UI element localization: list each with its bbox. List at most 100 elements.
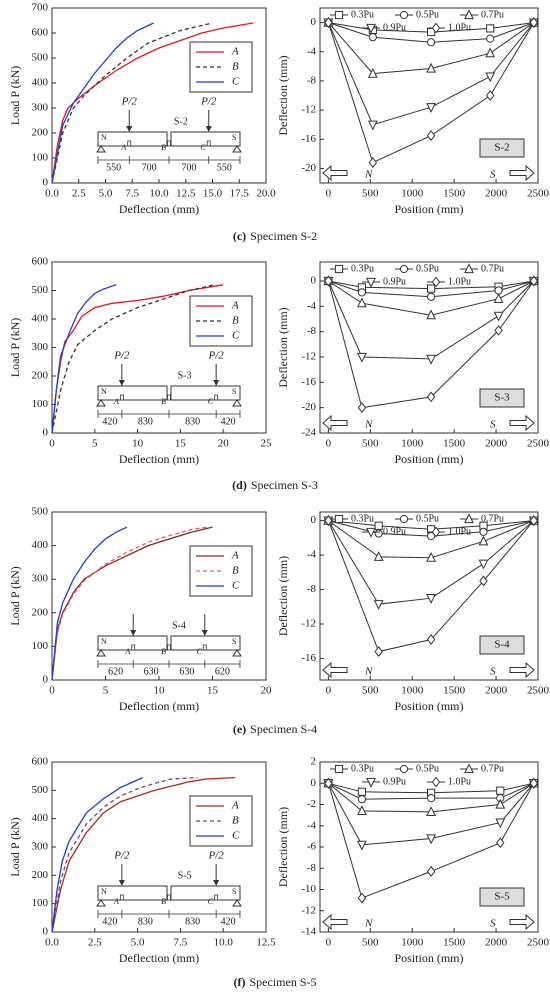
- inset-title: S-2: [174, 116, 188, 127]
- legend-label: B: [232, 565, 239, 577]
- legend-marker: [399, 764, 409, 774]
- legend-marker: [334, 10, 344, 20]
- x-axis-title: Position (mm): [394, 951, 463, 965]
- beam: [97, 131, 168, 147]
- y-tick-label: -2: [307, 798, 316, 810]
- x-tick-label: 20: [218, 438, 230, 450]
- x-tick-label: 2.5: [72, 188, 86, 200]
- marker: [368, 33, 377, 42]
- legend-marker: [431, 776, 441, 788]
- gauge-label: A: [120, 143, 126, 152]
- x-axis-title: Position (mm): [394, 202, 463, 216]
- y-tick-label: 400: [32, 313, 49, 325]
- legend-label: B: [232, 315, 239, 327]
- legend-label: 1.0Pu: [448, 776, 471, 787]
- gauge: [206, 140, 211, 147]
- marker: [373, 551, 384, 561]
- y-tick-label: 300: [32, 341, 49, 353]
- end-label: N: [364, 169, 373, 181]
- legend-label: 0.7Pu: [481, 263, 504, 274]
- marker: [357, 352, 367, 363]
- legend-label: A: [231, 800, 239, 812]
- x-tick-label: 1500: [443, 188, 466, 200]
- plot-frame: [51, 261, 267, 434]
- y-tick-label: 200: [32, 127, 49, 139]
- caption-text: Specimen S-3: [251, 478, 318, 492]
- y-tick-label: 0: [43, 674, 49, 686]
- direction-arrow: [509, 661, 535, 679]
- span-label: 700: [142, 162, 157, 173]
- marker: [357, 892, 367, 904]
- legend-marker: [334, 264, 344, 274]
- gauge: [127, 140, 132, 147]
- x-tick-label: 10.0: [214, 937, 234, 949]
- y-tick-label: -8: [307, 74, 317, 86]
- x-tick-label: 12.5: [256, 937, 276, 949]
- end-label: N: [364, 419, 373, 431]
- marker: [485, 90, 495, 101]
- x-axis-title: Deflection (mm): [119, 951, 199, 965]
- end-label: N: [364, 918, 373, 930]
- legend-marker: [334, 514, 344, 524]
- legend-label: 0.3Pu: [351, 263, 374, 274]
- caption-letter: (e): [233, 722, 246, 736]
- marker: [324, 17, 333, 28]
- gauge-label: B: [161, 143, 166, 152]
- x-tick-label: 20: [261, 685, 273, 697]
- marker: [426, 594, 437, 604]
- marker: [426, 103, 437, 113]
- marker: [479, 527, 488, 536]
- marker: [529, 515, 539, 527]
- x-tick-label: 5: [92, 438, 98, 450]
- x-tick-label: 2500: [527, 937, 550, 949]
- gauge: [119, 894, 124, 901]
- span-label: 420: [221, 416, 236, 427]
- legend-label: 0.9Pu: [383, 526, 406, 537]
- legend-label: A: [231, 46, 239, 58]
- gauge-label: B: [161, 897, 166, 906]
- legend-label: C: [232, 830, 240, 842]
- gauge: [167, 644, 171, 651]
- gauge-label: C: [196, 647, 202, 656]
- x-tick-label: 10: [132, 438, 144, 450]
- y-axis-title: Deflection (mm): [276, 807, 290, 887]
- beam: [97, 885, 168, 901]
- direction-arrow: [509, 414, 535, 432]
- x-tick-label: 1000: [401, 188, 424, 200]
- x-tick-label: 1500: [443, 438, 466, 450]
- x-tick-label: 500: [362, 188, 379, 200]
- legend-marker: [464, 263, 474, 274]
- plot-frame: [319, 261, 539, 434]
- caption: (c) Specimen S-2: [233, 229, 317, 243]
- legend-marker: [366, 277, 376, 288]
- y-tick-label: 400: [32, 77, 49, 89]
- series-line: [51, 22, 254, 184]
- legend-label: A: [231, 300, 239, 312]
- y-axis-title: Load P (kN): [8, 817, 22, 877]
- marker: [496, 786, 505, 795]
- y-tick-label: 700: [32, 2, 49, 14]
- x-axis-title: Position (mm): [394, 452, 463, 466]
- series-line: [327, 520, 535, 653]
- y-tick-label: 100: [32, 398, 49, 410]
- y-tick-label: 500: [32, 506, 49, 518]
- y-tick-label: 200: [32, 869, 49, 881]
- caption-text: Specimen S-4: [250, 722, 317, 736]
- direction-arrow: [322, 164, 348, 182]
- beam-end: S: [232, 637, 236, 646]
- legend-label: 0.9Pu: [383, 22, 406, 33]
- marker: [357, 288, 367, 297]
- series-line: [51, 776, 198, 933]
- legend-marker: [399, 264, 409, 274]
- y-axis-title: Load P (kN): [8, 566, 22, 626]
- marker: [357, 805, 367, 815]
- y-tick-label: 300: [32, 102, 49, 114]
- beam: [170, 885, 241, 901]
- gauge-label: A: [124, 647, 130, 656]
- specimen-label: S-3: [494, 392, 510, 404]
- legend-label: 0.3Pu: [351, 763, 374, 774]
- legend-label: 0.9Pu: [383, 776, 406, 787]
- span-label: 830: [138, 916, 153, 927]
- beam: [170, 131, 241, 147]
